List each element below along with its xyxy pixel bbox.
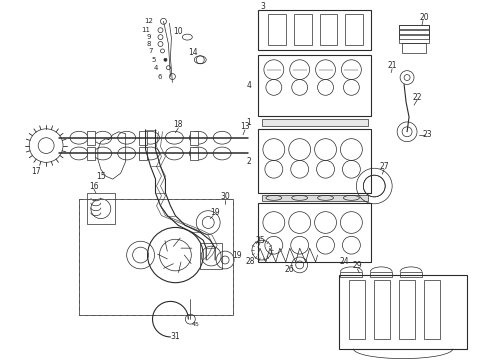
Circle shape — [164, 58, 167, 61]
Bar — [87, 193, 115, 225]
Bar — [345, 14, 363, 45]
Bar — [139, 131, 147, 145]
Ellipse shape — [189, 147, 207, 160]
Bar — [294, 14, 312, 45]
Ellipse shape — [94, 131, 112, 144]
Bar — [258, 10, 371, 50]
Text: 12: 12 — [145, 18, 153, 24]
Text: 4: 4 — [246, 81, 251, 90]
Text: 2: 2 — [246, 157, 251, 166]
Text: 45: 45 — [192, 321, 199, 327]
Bar — [374, 280, 390, 339]
Text: 23: 23 — [422, 130, 432, 139]
Bar — [79, 199, 233, 315]
Text: 3: 3 — [261, 2, 266, 11]
Bar — [402, 43, 426, 53]
Bar — [400, 272, 422, 277]
Bar — [399, 30, 429, 34]
Bar — [190, 147, 198, 161]
Bar — [340, 275, 467, 349]
Bar — [399, 35, 429, 39]
Text: 15: 15 — [96, 172, 106, 181]
Bar — [399, 280, 415, 339]
Text: 30: 30 — [220, 192, 230, 201]
Ellipse shape — [94, 147, 112, 160]
Bar — [87, 131, 95, 145]
Text: 29: 29 — [352, 261, 362, 270]
Bar — [370, 272, 392, 277]
Bar — [399, 25, 429, 43]
Bar — [87, 147, 95, 161]
Text: 9: 9 — [146, 34, 150, 40]
Text: 22: 22 — [412, 93, 422, 102]
Text: 16: 16 — [89, 181, 98, 190]
Text: 8: 8 — [146, 41, 150, 47]
Bar — [258, 203, 371, 262]
Text: 18: 18 — [173, 120, 183, 129]
Ellipse shape — [213, 147, 231, 160]
Bar — [262, 195, 368, 201]
Text: 14: 14 — [189, 48, 198, 57]
Text: 25: 25 — [255, 236, 265, 245]
Text: 7: 7 — [148, 48, 152, 54]
Bar — [258, 55, 371, 116]
Ellipse shape — [70, 147, 88, 160]
Bar — [399, 25, 429, 29]
Bar — [258, 129, 371, 193]
Bar — [190, 131, 198, 145]
Ellipse shape — [142, 131, 159, 144]
Bar — [262, 119, 368, 126]
Text: 28: 28 — [245, 257, 255, 266]
Ellipse shape — [166, 147, 183, 160]
Text: 5: 5 — [151, 57, 155, 63]
Bar — [349, 280, 366, 339]
Bar — [139, 147, 147, 161]
Text: 10: 10 — [173, 27, 183, 36]
Text: 27: 27 — [379, 162, 389, 171]
Bar — [200, 243, 222, 269]
Text: 21: 21 — [388, 61, 397, 70]
Text: 17: 17 — [31, 167, 41, 176]
Text: 19: 19 — [232, 251, 242, 260]
Text: 24: 24 — [340, 257, 349, 266]
Text: 13: 13 — [240, 122, 250, 131]
Ellipse shape — [166, 131, 183, 144]
Bar — [268, 14, 286, 45]
Text: 4: 4 — [154, 65, 158, 71]
Ellipse shape — [189, 131, 207, 144]
Ellipse shape — [70, 131, 88, 144]
Bar — [341, 272, 362, 277]
Text: 11: 11 — [142, 27, 150, 33]
Text: 20: 20 — [419, 13, 429, 22]
Bar — [79, 199, 233, 315]
Ellipse shape — [142, 147, 159, 160]
Text: 6: 6 — [158, 73, 163, 80]
Text: 26: 26 — [285, 265, 294, 274]
Ellipse shape — [118, 131, 136, 144]
Ellipse shape — [213, 131, 231, 144]
Text: 19: 19 — [210, 208, 220, 217]
Ellipse shape — [118, 147, 136, 160]
Text: 1: 1 — [246, 118, 251, 127]
Bar — [319, 14, 338, 45]
Bar — [424, 280, 440, 339]
Text: 31: 31 — [171, 332, 180, 341]
